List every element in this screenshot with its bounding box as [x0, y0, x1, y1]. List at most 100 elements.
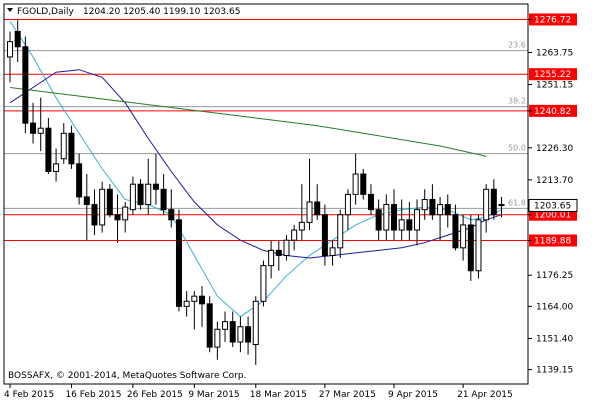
candle-body-bullish [268, 249, 275, 267]
candle-body-bearish [14, 30, 21, 48]
candle-body-bullish [398, 219, 405, 231]
candle-body-bullish [460, 224, 467, 249]
candle-body-bearish [152, 183, 159, 190]
symbol-label: FGOLD,Daily [17, 7, 74, 17]
candle-body-bearish [275, 249, 282, 256]
moving-average-line [9, 69, 502, 259]
candle-body-bearish [76, 163, 83, 198]
candle [91, 189, 98, 236]
x-tick-label: 16 Feb 2015 [65, 390, 121, 400]
candle [14, 18, 21, 63]
candle-body-bullish [37, 127, 44, 134]
candle-body-bullish [214, 328, 221, 348]
candle-body-bearish [367, 193, 374, 211]
price-tag [529, 13, 577, 26]
price-tag-label: 1255.22 [534, 70, 571, 80]
x-tick-label: 4 Feb 2015 [4, 390, 54, 400]
candle [490, 179, 497, 220]
candle [298, 184, 305, 241]
candle [30, 102, 37, 144]
moving-average-line [9, 87, 487, 157]
ohlc-label: 1204.20 1205.40 1199.10 1203.65 [83, 7, 240, 17]
candle-body-bullish [483, 188, 490, 221]
candle-body-bullish [475, 219, 482, 272]
candle-body-bullish [122, 206, 129, 221]
copyright-label: BOSSAFX, © 2001-2014, MetaQuotes Softwar… [8, 371, 246, 381]
candle-body-bullish [99, 188, 106, 226]
price-tag-label: 1240.82 [534, 107, 571, 117]
candle [252, 296, 259, 365]
candle-body-bearish [22, 46, 29, 124]
candle-body-bullish [237, 326, 244, 343]
candle-body-bullish [252, 300, 259, 346]
candle [129, 176, 136, 215]
candle-body-bullish [298, 221, 305, 231]
current-price-tag [528, 198, 578, 212]
price-tag-label: 1189.88 [534, 237, 571, 247]
candle-body-bearish [321, 214, 328, 256]
candle [229, 311, 236, 348]
candle [421, 189, 428, 220]
candle [145, 158, 152, 215]
candle-body-bullish [283, 239, 290, 256]
candle-body-bullish [329, 247, 336, 256]
candle [414, 199, 421, 246]
candle-body-bearish [68, 132, 75, 165]
candles-layer [7, 18, 505, 365]
candle [222, 311, 229, 343]
candle [160, 174, 167, 215]
price-tag [529, 68, 577, 81]
candle-body-bearish [360, 173, 367, 195]
plot-frame [3, 3, 529, 385]
candle [360, 168, 367, 200]
candle [429, 184, 436, 220]
candle [60, 123, 67, 164]
candle [275, 240, 282, 271]
candle-body-bearish [375, 209, 382, 231]
fibonacci-layer: 23.6 38.2 50.0 61.8 [4, 41, 528, 209]
candle-body-bullish [53, 163, 60, 172]
candle [398, 199, 405, 241]
y-axis: 1263.75 1251.15 1226.30 1213.70 1176.25 1164.… [528, 18, 578, 376]
resistance-levels-layer: 1276.72 1255.22 1240.82 1200.01 1189.88 [4, 13, 577, 247]
triangle-down-icon[interactable] [7, 8, 13, 12]
candle [475, 214, 482, 279]
candle [337, 209, 344, 259]
candle [206, 296, 213, 353]
candle-body-bearish [106, 188, 113, 216]
candle [383, 194, 390, 241]
fib-label: 23.6 [508, 41, 526, 50]
candle [122, 202, 129, 233]
candle [444, 194, 451, 228]
candle [245, 316, 252, 355]
candle [391, 189, 397, 241]
candle-body-bullish [337, 214, 344, 249]
candle [199, 286, 205, 327]
candle-body-bullish [7, 41, 13, 58]
candle [467, 214, 474, 281]
x-tick-label: 18 Mar 2015 [250, 390, 307, 400]
candle-body-bearish [199, 295, 205, 305]
candle-body-bullish [129, 183, 136, 211]
y-tick-label: 1139.15 [536, 366, 573, 376]
x-tick-label: 9 Mar 2015 [188, 390, 239, 400]
candle-body-bearish [245, 326, 252, 343]
candle [375, 199, 382, 241]
candle [68, 125, 75, 169]
y-tick-label: 1213.70 [536, 176, 573, 186]
candle-body-bullish [306, 201, 313, 223]
price-tag-label: 1200.01 [534, 211, 571, 221]
candle [483, 184, 490, 233]
candle-body-bearish [498, 204, 505, 207]
candle-body-bearish [391, 204, 397, 231]
candle [106, 184, 113, 218]
candle-body-bearish [467, 224, 474, 272]
candle [260, 260, 267, 307]
y-tick-label: 1263.75 [536, 48, 573, 58]
candle [168, 189, 175, 228]
candle-body-bearish [91, 204, 98, 226]
y-tick-label: 1251.15 [536, 81, 573, 91]
price-tag [529, 104, 577, 117]
candle [45, 118, 52, 175]
